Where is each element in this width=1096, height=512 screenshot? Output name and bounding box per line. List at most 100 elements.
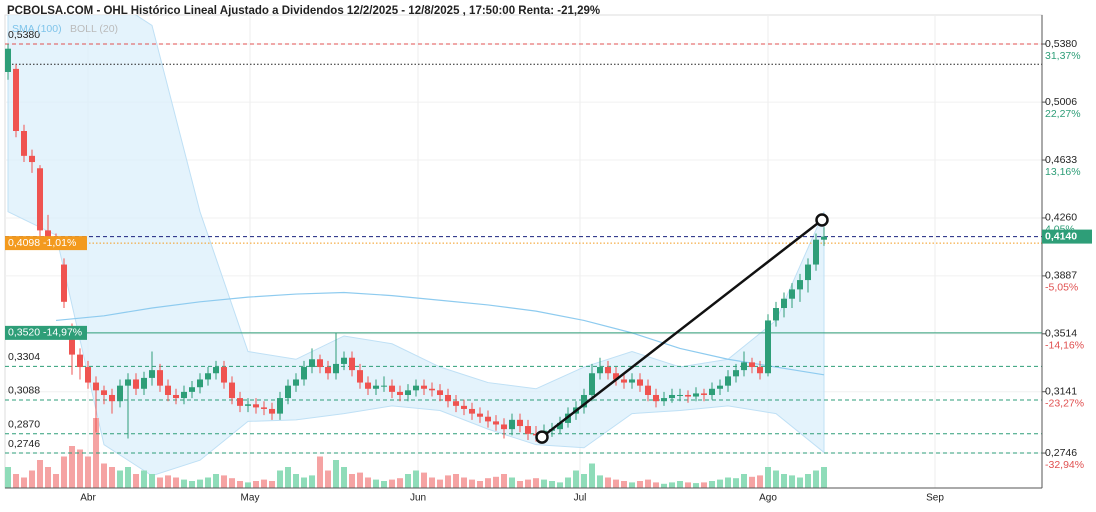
volume-bar	[613, 479, 619, 488]
candle-body	[333, 363, 339, 374]
volume-bar	[685, 482, 691, 488]
candle-body	[229, 382, 235, 399]
candle-body	[517, 419, 523, 427]
candle-body	[101, 390, 107, 395]
candle-body	[5, 48, 11, 72]
candle-body	[245, 404, 251, 406]
x-tick-label: May	[241, 493, 260, 504]
candle-body	[61, 264, 67, 302]
volume-bar	[757, 475, 763, 488]
candle-body	[733, 370, 739, 377]
volume-bar	[765, 467, 771, 488]
y-tick-pct: -14,16%	[1045, 340, 1084, 352]
left-price-box	[5, 236, 87, 251]
volume-bar	[773, 470, 779, 488]
volume-bar	[293, 474, 299, 488]
candle-body	[133, 379, 139, 389]
volume-bar	[45, 467, 51, 488]
x-tick-label: Sep	[926, 493, 944, 504]
candle-body	[301, 367, 307, 380]
volume-bar	[669, 482, 675, 488]
candle-body	[157, 370, 163, 386]
candle-body	[189, 387, 195, 392]
trend-line	[541, 218, 823, 439]
candle-body	[45, 230, 51, 240]
y-tick-label: 0,2746	[1045, 447, 1077, 459]
volume-bar	[269, 481, 275, 488]
volume-bar	[61, 456, 67, 488]
candle-body	[85, 367, 91, 383]
candle-body	[37, 168, 43, 231]
volume-bar	[69, 446, 75, 488]
candle-body	[149, 370, 155, 378]
volume-bar	[581, 474, 587, 488]
volume-bar	[741, 474, 747, 488]
candle-body	[181, 391, 187, 399]
volume-bar	[165, 475, 171, 488]
volume-bar	[365, 477, 371, 488]
volume-bar	[29, 470, 35, 488]
candle-body	[717, 385, 723, 389]
y-tick-pct: 13,16%	[1045, 166, 1081, 178]
x-tick-label: Abr	[80, 493, 96, 504]
candle-body	[477, 413, 483, 417]
volume-bar	[453, 474, 459, 488]
volume-bar	[469, 479, 475, 488]
candle-body	[613, 373, 619, 380]
volume-bar	[333, 460, 339, 488]
volume-bar	[173, 477, 179, 488]
candle-body	[485, 416, 491, 422]
candle-body	[629, 379, 635, 383]
left-level-label: 0,3304	[8, 351, 40, 363]
candle-body	[469, 408, 475, 414]
candle-body	[693, 393, 699, 397]
y-tick-label: 0,3141	[1045, 386, 1077, 398]
volume-bar	[397, 478, 403, 488]
chart-title: PCBOLSA.COM - OHL Histórico Lineal Ajust…	[7, 5, 600, 17]
sma-line	[55, 291, 825, 376]
candle-body	[13, 68, 19, 131]
y-tick-label: 0,3514	[1045, 328, 1077, 340]
volume-bar	[149, 474, 155, 488]
candle-body	[621, 379, 627, 383]
left-level-label: 0,2746	[8, 438, 40, 450]
volume-bar	[501, 474, 507, 488]
volume-bar	[533, 478, 539, 488]
x-tick-label: Jul	[574, 493, 587, 504]
volume-bar	[221, 475, 227, 488]
volume-bar	[813, 470, 819, 488]
candle-body	[685, 394, 691, 397]
candle-body	[221, 367, 227, 383]
candle-body	[429, 388, 435, 391]
candle-body	[29, 155, 35, 163]
volume-bar	[85, 456, 91, 488]
volume-bar	[493, 476, 499, 488]
volume-bar	[693, 483, 699, 488]
candle-body	[325, 367, 331, 374]
candle-body	[789, 289, 795, 299]
volume-bar	[541, 479, 547, 488]
candle-body	[405, 390, 411, 395]
y-tick-pct: -5,05%	[1045, 282, 1078, 294]
volume-bar	[5, 467, 11, 488]
candle-body	[173, 394, 179, 399]
candle-body	[349, 357, 355, 371]
candle-body	[165, 385, 171, 395]
candle-body	[445, 394, 451, 402]
volume-bar	[309, 475, 315, 488]
y-tick-pct: -23,27%	[1045, 398, 1084, 410]
volume-bar	[125, 467, 131, 488]
candle-body	[69, 332, 75, 355]
x-tick-label: Ago	[759, 493, 777, 504]
candle-body	[605, 367, 611, 374]
candle-body	[277, 398, 283, 414]
volume-bar	[237, 481, 243, 488]
volume-bar	[101, 463, 107, 488]
candle-body	[365, 382, 371, 389]
candle-body	[757, 367, 763, 374]
candle-body	[821, 236, 827, 240]
candle-body	[493, 421, 499, 425]
volume-bar	[413, 470, 419, 488]
volume-bar	[781, 474, 787, 488]
candle-body	[797, 280, 803, 290]
